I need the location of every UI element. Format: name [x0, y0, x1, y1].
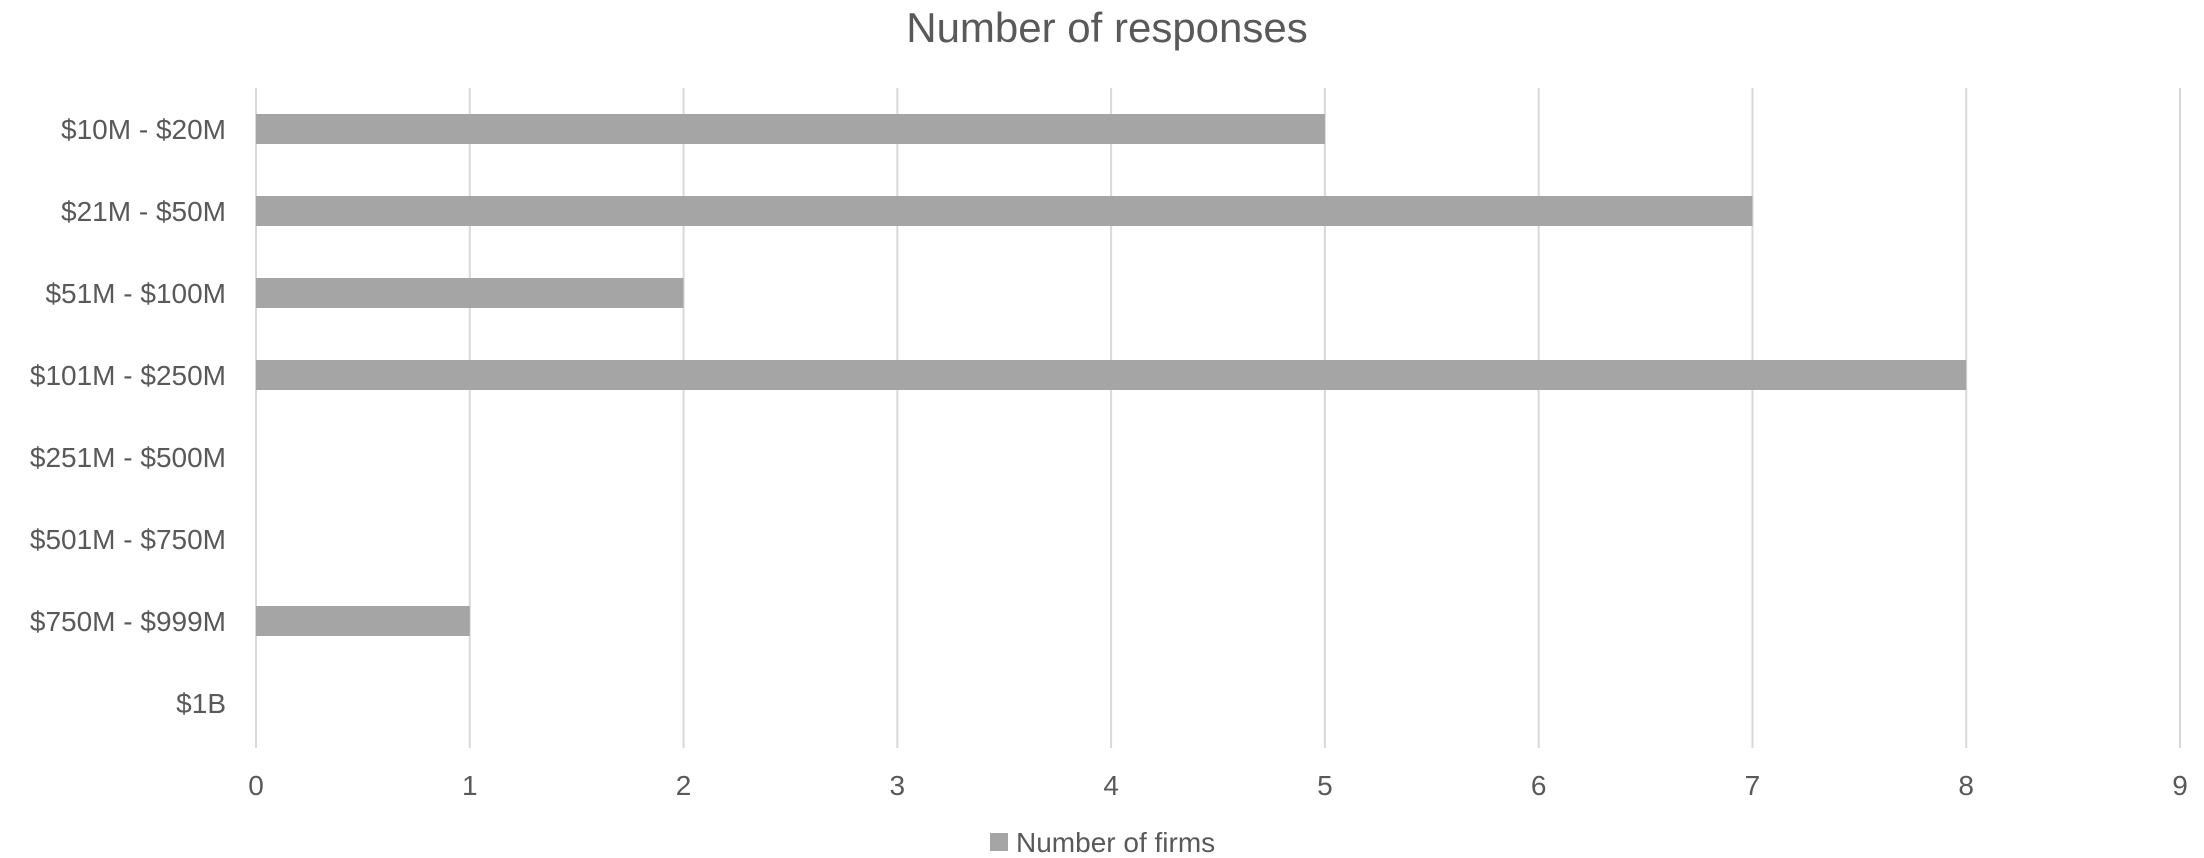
x-tick-label: 3 — [890, 770, 906, 801]
category-axis: $10M - $20M $21M - $50M $51M - $100M $101M … — [30, 114, 226, 719]
chart-title: Number of responses — [906, 4, 1308, 51]
category-label: $101M - $250M — [30, 360, 226, 391]
bar — [256, 606, 470, 636]
category-label: $21M - $50M — [61, 196, 226, 227]
bar — [256, 114, 1325, 144]
category-label: $1B — [176, 688, 226, 719]
x-tick-label: 9 — [2172, 770, 2188, 801]
category-label: $10M - $20M — [61, 114, 226, 145]
x-tick-label: 4 — [1103, 770, 1119, 801]
category-label: $750M - $999M — [30, 606, 226, 637]
bar — [256, 278, 684, 308]
category-label: $251M - $500M — [30, 442, 226, 473]
x-tick-label: 1 — [462, 770, 478, 801]
x-tick-label: 8 — [1958, 770, 1974, 801]
bars — [256, 114, 1967, 636]
value-axis: 0 1 2 3 4 5 6 7 8 9 — [248, 770, 2188, 801]
category-label: $501M - $750M — [30, 524, 226, 555]
x-tick-label: 7 — [1745, 770, 1761, 801]
category-label: $51M - $100M — [45, 278, 226, 309]
legend-swatch — [990, 833, 1008, 851]
x-tick-label: 6 — [1531, 770, 1547, 801]
legend: Number of firms — [990, 827, 1215, 858]
x-tick-label: 0 — [248, 770, 264, 801]
legend-label: Number of firms — [1016, 827, 1215, 858]
x-tick-label: 2 — [676, 770, 692, 801]
x-tick-label: 5 — [1317, 770, 1333, 801]
bar — [256, 360, 1967, 390]
bar — [256, 196, 1753, 226]
gridlines — [255, 88, 2181, 748]
